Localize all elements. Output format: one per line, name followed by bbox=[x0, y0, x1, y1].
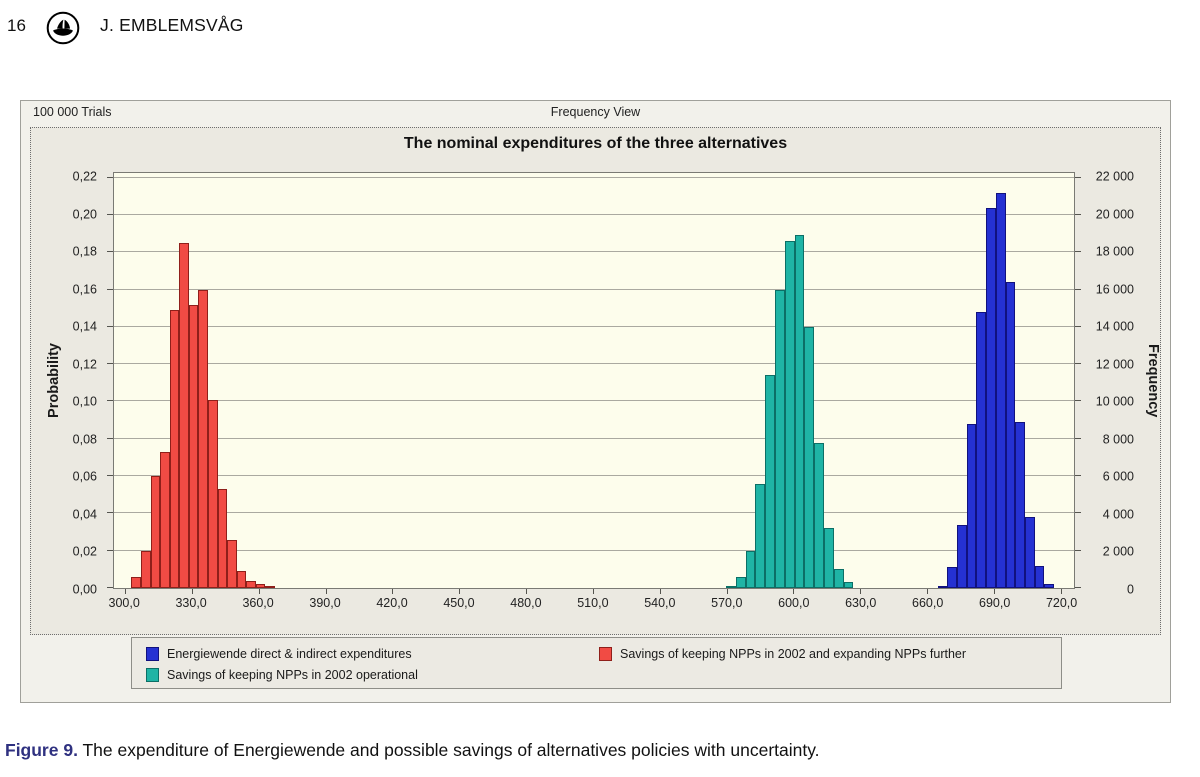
histogram-bar bbox=[794, 235, 805, 588]
histogram-bar bbox=[265, 586, 276, 588]
legend-item-energiewende: Energiewende direct & indirect expenditu… bbox=[146, 646, 599, 662]
histogram-bar bbox=[246, 580, 256, 588]
legend-swatch-teal bbox=[146, 668, 159, 682]
histogram-bar bbox=[726, 586, 736, 588]
figure-caption-text: The expenditure of Energiewende and poss… bbox=[77, 740, 820, 760]
histogram-bar bbox=[1005, 282, 1016, 588]
histogram-bar bbox=[814, 442, 825, 588]
histogram-bar bbox=[179, 242, 189, 588]
trials-count-label: 100 000 Trials bbox=[33, 105, 112, 119]
histogram-bar bbox=[976, 311, 987, 588]
legend-label: Savings of keeping NPPs in 2002 operatio… bbox=[167, 668, 418, 682]
histogram-bar bbox=[131, 576, 141, 588]
histogram-bar bbox=[227, 539, 237, 588]
histogram-bar bbox=[735, 576, 746, 588]
chart-toolbar: 100 000 Trials Frequency View bbox=[21, 101, 1170, 127]
histogram-bar bbox=[255, 584, 266, 588]
histogram-bar bbox=[843, 582, 854, 588]
page-header: 16 J. EMBLEMSVÅG bbox=[0, 0, 1200, 60]
histogram-bar bbox=[1024, 517, 1035, 588]
legend-label: Savings of keeping NPPs in 2002 and expa… bbox=[620, 647, 967, 661]
y-axis-label-right-wrap: Frequency bbox=[1141, 172, 1165, 589]
histogram-bar bbox=[236, 571, 247, 588]
chart-title: The nominal expenditures of the three al… bbox=[403, 135, 788, 152]
histogram-bar bbox=[957, 524, 967, 588]
chart-legend: Energiewende direct & indirect expenditu… bbox=[131, 637, 1062, 689]
histogram-bar bbox=[995, 192, 1006, 588]
legend-item-npp-operational: Savings of keeping NPPs in 2002 operatio… bbox=[146, 667, 599, 683]
y-ticks-left: 0,00 0,02 0,04 0,06 0,08 0,10 0,12 0,14 0,16 0,18… bbox=[72, 169, 97, 596]
histogram-bar bbox=[140, 550, 151, 588]
plot-area bbox=[107, 172, 1081, 594]
histogram-bar bbox=[947, 567, 958, 588]
legend-label: Energiewende direct & indirect expenditu… bbox=[167, 647, 412, 661]
histogram-bar bbox=[1034, 565, 1045, 588]
histogram-bar bbox=[160, 451, 170, 588]
y-axis-label-frequency: Frequency bbox=[1145, 343, 1161, 418]
histogram-bar bbox=[824, 528, 834, 588]
chart-panel: The nominal expenditures of the three al… bbox=[30, 127, 1161, 635]
crystal-ball-window: 100 000 Trials Frequency View The nomina… bbox=[20, 100, 1171, 703]
legend-swatch-blue bbox=[146, 647, 159, 661]
view-mode-label: Frequency View bbox=[550, 105, 641, 119]
histogram-bar bbox=[966, 423, 977, 588]
histogram-bar bbox=[169, 310, 180, 588]
histogram-bar bbox=[755, 483, 766, 588]
histogram-bar bbox=[804, 326, 815, 588]
figure-caption-label: Figure 9. bbox=[5, 740, 78, 760]
figure-caption: Figure 9. The expenditure of Energiewend… bbox=[5, 740, 1195, 761]
histogram-bar bbox=[745, 550, 756, 588]
running-head-author: J. EMBLEMSVÅG bbox=[100, 15, 244, 35]
histogram-bar bbox=[986, 207, 996, 588]
legend-item-npp-expanding: Savings of keeping NPPs in 2002 and expa… bbox=[599, 646, 1061, 662]
page-number: 16 bbox=[7, 16, 26, 35]
x-ticks: 300,0 330,0 360,0 390,0 420,0 450,0 480,0 510,0… bbox=[108, 596, 1078, 610]
legend-swatch-red bbox=[599, 647, 612, 661]
histogram-bar bbox=[833, 569, 844, 588]
histogram-bar bbox=[775, 289, 785, 588]
histogram-bar bbox=[217, 489, 228, 588]
histogram-bar bbox=[188, 304, 199, 588]
histogram-bar bbox=[1015, 422, 1025, 588]
histogram-bar bbox=[198, 289, 208, 588]
histogram-bar bbox=[150, 476, 161, 588]
histogram-bar bbox=[1044, 584, 1054, 588]
histogram-bar bbox=[765, 375, 776, 588]
histogram-bar bbox=[784, 241, 795, 588]
histogram-bar bbox=[937, 586, 948, 588]
publisher-ship-logo-icon bbox=[45, 10, 81, 46]
histogram-bar bbox=[207, 399, 218, 588]
